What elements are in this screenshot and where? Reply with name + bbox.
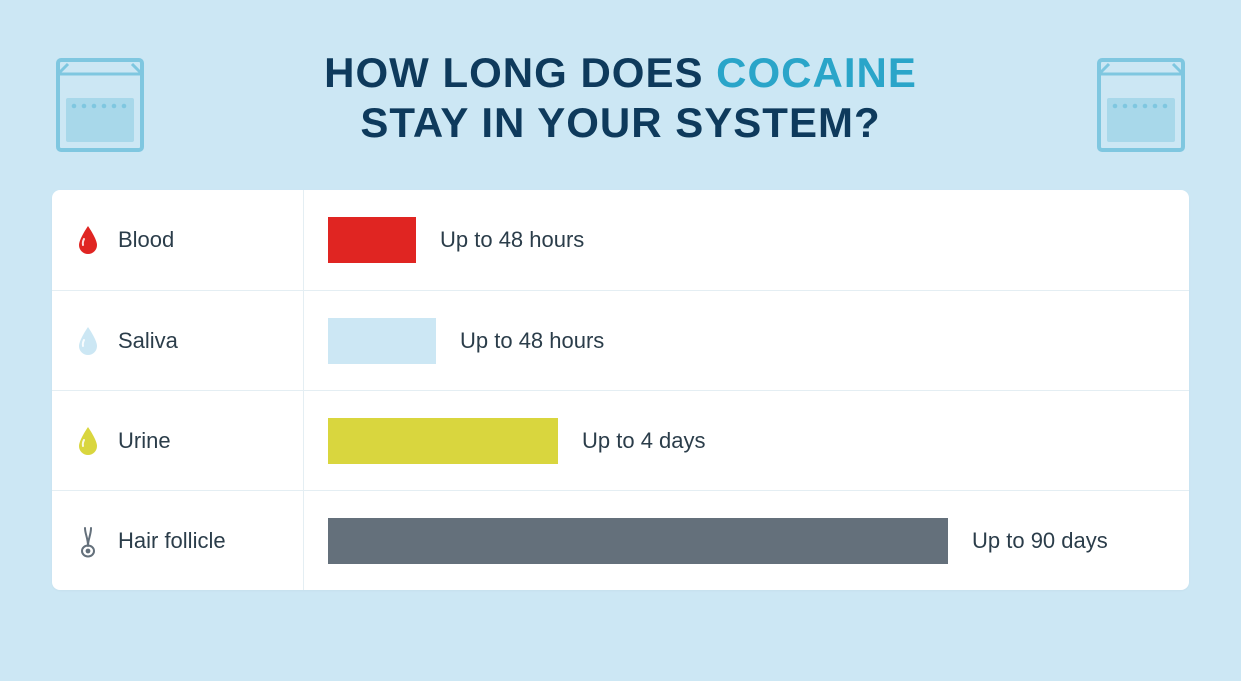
table-row: Hair follicle Up to 90 days — [52, 490, 1189, 590]
row-label: Urine — [118, 428, 171, 454]
data-table: Blood Up to 48 hours Saliva Up to 48 hours… — [52, 190, 1189, 590]
bag-icon-left — [52, 54, 148, 156]
hair-follicle-icon — [76, 524, 100, 558]
blood-drop-icon — [76, 225, 100, 255]
bar — [328, 418, 558, 464]
bar-cell: Up to 90 days — [304, 491, 1189, 590]
row-label: Saliva — [118, 328, 178, 354]
label-cell: Hair follicle — [52, 491, 304, 590]
header: HOW LONG DOES COCAINE STAY IN YOUR SYSTE… — [52, 48, 1189, 156]
title-block: HOW LONG DOES COCAINE STAY IN YOUR SYSTE… — [148, 48, 1093, 149]
label-cell: Blood — [52, 190, 304, 290]
bar — [328, 518, 948, 564]
saliva-drop-icon — [76, 326, 100, 356]
bar-value-label: Up to 48 hours — [440, 227, 584, 253]
infographic-canvas: HOW LONG DOES COCAINE STAY IN YOUR SYSTE… — [0, 0, 1241, 681]
bar-cell: Up to 48 hours — [304, 190, 1189, 290]
page-title: HOW LONG DOES COCAINE STAY IN YOUR SYSTE… — [168, 48, 1073, 149]
bar-cell: Up to 4 days — [304, 391, 1189, 490]
title-line1-pre: HOW LONG DOES — [324, 49, 716, 96]
table-row: Urine Up to 4 days — [52, 390, 1189, 490]
bar — [328, 217, 416, 263]
bar-value-label: Up to 48 hours — [460, 328, 604, 354]
label-cell: Saliva — [52, 291, 304, 390]
urine-drop-icon — [76, 426, 100, 456]
title-line2: STAY IN YOUR SYSTEM? — [360, 99, 880, 146]
bar-value-label: Up to 4 days — [582, 428, 706, 454]
bag-icon-right — [1093, 54, 1189, 156]
bar — [328, 318, 436, 364]
row-label: Hair follicle — [118, 528, 226, 554]
label-cell: Urine — [52, 391, 304, 490]
bar-value-label: Up to 90 days — [972, 528, 1108, 554]
row-label: Blood — [118, 227, 174, 253]
table-row: Blood Up to 48 hours — [52, 190, 1189, 290]
table-row: Saliva Up to 48 hours — [52, 290, 1189, 390]
title-line1-accent: COCAINE — [716, 49, 917, 96]
bar-cell: Up to 48 hours — [304, 291, 1189, 390]
